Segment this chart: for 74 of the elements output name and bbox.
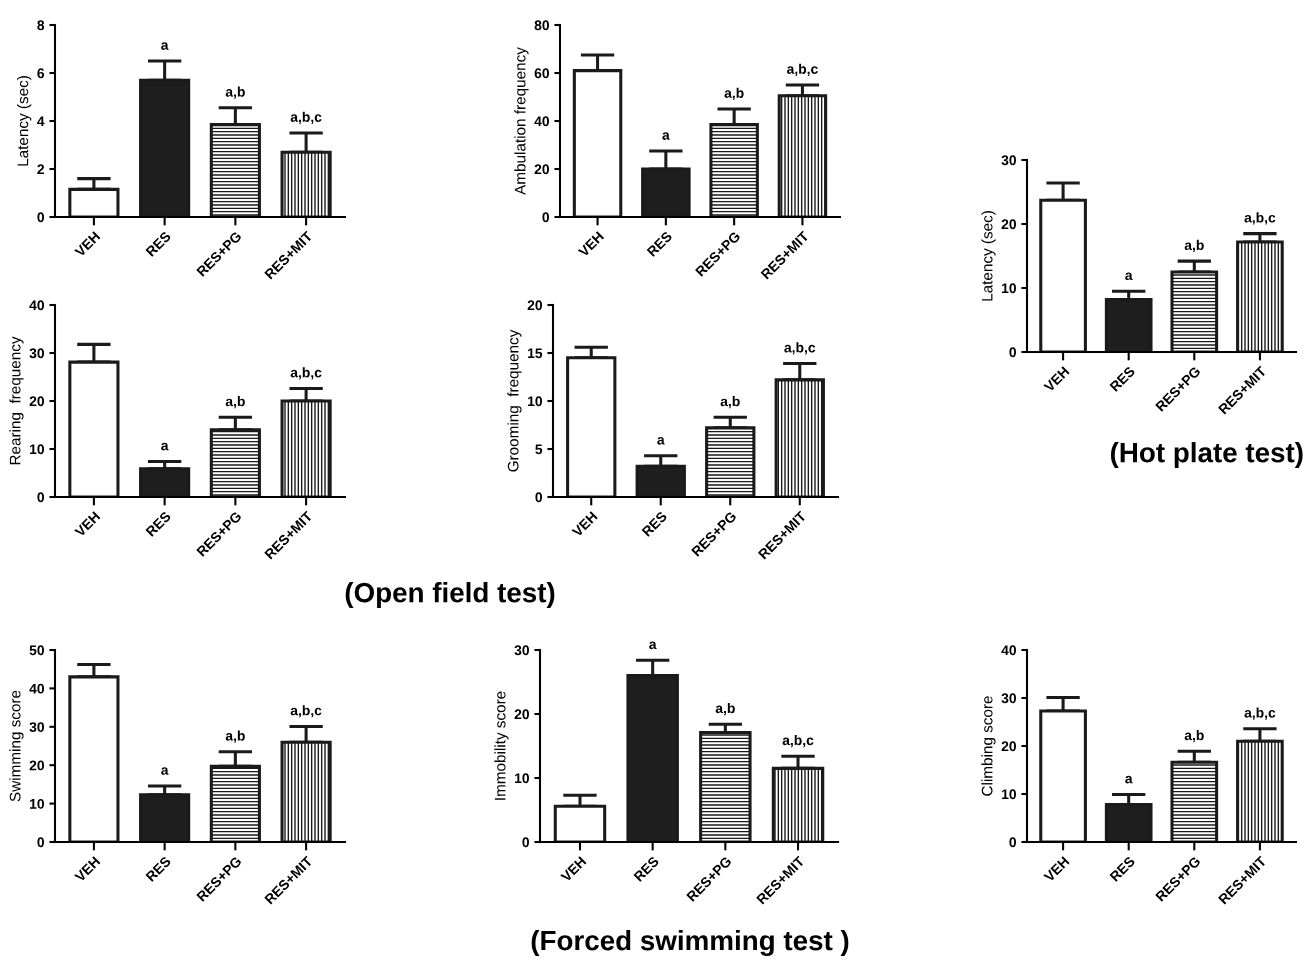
annotation: a,b [225,730,245,743]
y-tick-label: 0 [522,837,530,848]
annotation: a [662,132,670,140]
y-tick-label: 10 [528,396,543,407]
y-tick-label: 2 [37,164,45,175]
text: (Forced swimming test ) [531,929,849,957]
y-tick-label: 30 [29,348,45,359]
y-axis-title: Latency (sec) [981,211,996,301]
y-tick-label: 40 [534,116,550,127]
annotation: a,b,c [1244,212,1276,225]
y-tick-label: 20 [527,300,543,311]
annotation: a,b [225,396,245,409]
y-tick-label: 10 [30,798,45,809]
annotation: a [649,641,657,650]
y-tick-label: 30 [1001,693,1017,704]
y-axis-title: Grooming frequency [507,329,522,472]
y-tick-label: 20 [1001,219,1017,230]
annotation: a [161,767,169,775]
annotation: a [657,437,665,445]
annotation: a,b [724,87,744,100]
y-tick-label: 40 [1001,645,1017,656]
y-tick-label: 10 [1002,283,1017,294]
annotation: a,b [720,396,740,409]
y-tick-label: 15 [528,348,543,359]
text: (Open field test) [345,582,555,608]
y-axis-title: Climbing score [981,696,996,796]
annotation: a,b,c [290,705,322,718]
annotation: a,b [1184,730,1204,743]
annotation: a,b,c [1244,707,1276,720]
y-tick-label: 20 [514,709,530,720]
y-tick-label: 0 [1009,347,1017,358]
annotation: a [161,442,169,451]
y-tick-label: 10 [30,444,45,455]
annotation: a [1125,272,1133,281]
y-axis-title: Ambulation frequency [514,47,529,195]
y-tick-label: 10 [1002,789,1017,800]
y-tick-label: 30 [29,722,45,732]
y-axis-title: Immobility score [494,691,509,800]
annotation: a [161,42,169,50]
y-tick-label: 4 [37,116,45,127]
y-tick-label: 8 [37,20,45,31]
y-tick-label: 0 [37,837,45,848]
annotation: a,b,c [290,111,322,124]
y-tick-label: 6 [37,68,45,79]
annotation: a,b [715,702,735,716]
annotation: a,b,c [784,342,816,355]
y-tick-label: 10 [515,773,530,784]
y-tick-label: 0 [37,212,45,223]
y-tick-label: 0 [37,492,45,503]
y-axis-title: Rearing frequency [9,336,24,465]
annotation: a [1125,775,1133,784]
annotation: a,b [1184,239,1204,253]
y-tick-label: 30 [514,645,530,656]
y-tick-label: 0 [1009,837,1017,848]
y-tick-label: 20 [534,164,550,175]
text: (Hot plate test) [1110,442,1303,468]
y-tick-label: 80 [534,20,550,31]
y-tick-label: 0 [535,492,543,503]
annotation: a,b,c [787,63,818,76]
annotation: a,b,c [782,734,814,748]
y-tick-label: 30 [1001,155,1017,166]
y-tick-label: 40 [29,300,45,311]
y-tick-label: 5 [535,444,543,455]
y-tick-label: 20 [29,396,45,407]
y-tick-label: 0 [542,212,550,223]
y-tick-label: 40 [29,683,45,694]
y-tick-label: 20 [29,760,45,771]
y-axis-title: Swimming score [9,690,24,802]
y-axis-title: Latency (sec) [17,76,32,166]
annotation: a,b [225,86,245,99]
y-tick-label: 20 [1001,741,1017,752]
y-tick-label: 50 [29,645,45,656]
y-tick-label: 60 [534,68,550,79]
annotation: a,b,c [290,367,322,380]
